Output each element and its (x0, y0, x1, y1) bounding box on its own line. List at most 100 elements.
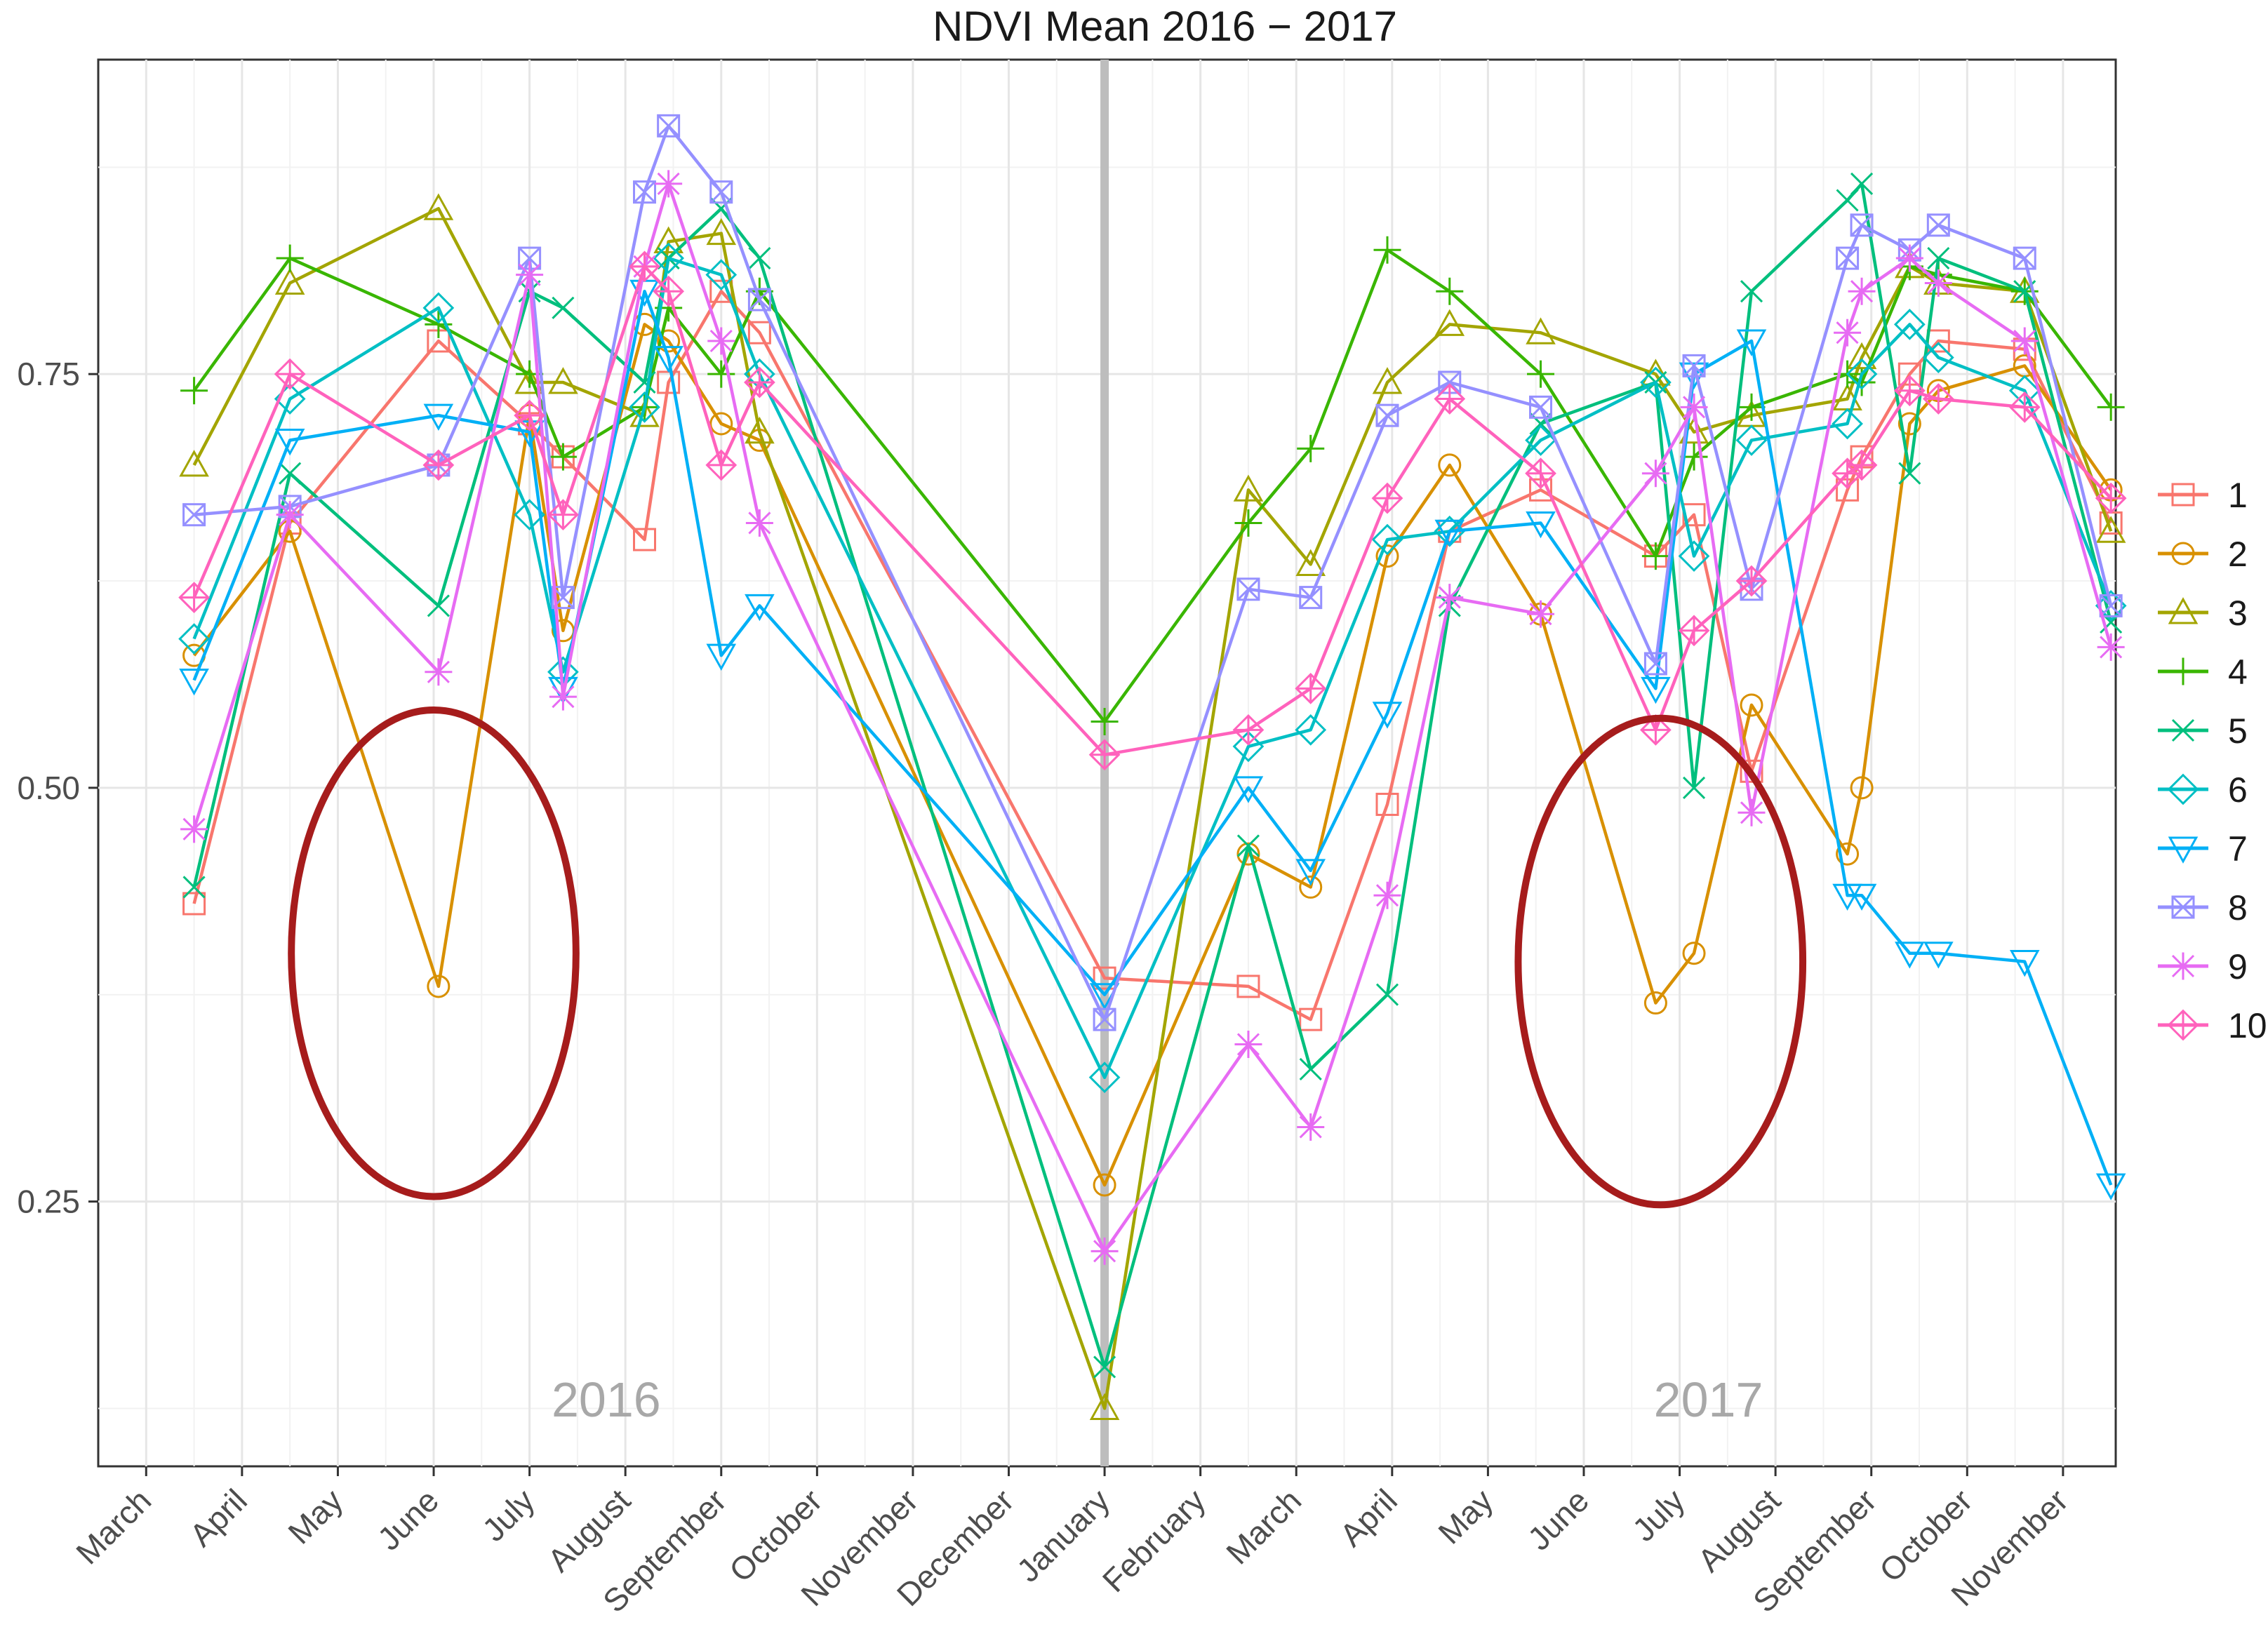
legend-key-point (2167, 1009, 2199, 1041)
series-3-point (745, 416, 775, 444)
legend-label: 3 (2228, 594, 2248, 633)
highlight-circle-1 (288, 706, 580, 1200)
series-8-point (2013, 246, 2036, 270)
series-1-line (192, 289, 2113, 1022)
series-10-point (1434, 383, 1466, 415)
series-3-point (1434, 309, 1465, 336)
series-8-point (1529, 395, 1553, 419)
series-7-point (1295, 859, 1326, 886)
y-tick-label: 0.75 (17, 356, 80, 392)
series-1-point (633, 528, 657, 551)
series-10-point (422, 449, 455, 481)
series-5-point (182, 876, 206, 899)
series-10-point (514, 399, 545, 431)
year-label: 2016 (552, 1372, 661, 1427)
series-4-point (1641, 542, 1669, 570)
series-3-point (1846, 342, 1877, 370)
x-tick-label: March (1219, 1482, 1308, 1571)
series-4-point (1737, 393, 1766, 421)
series-9-point (1737, 798, 1766, 826)
series-6-point (1088, 1062, 1121, 1094)
series-4-point (1297, 434, 1325, 462)
highlight-circles (288, 706, 1807, 1209)
series-5-point (1375, 983, 1399, 1006)
legend-key-point (2169, 952, 2197, 980)
legend-key-point (2171, 895, 2195, 919)
series-5-point (1927, 246, 1950, 270)
x-tick-label: June (371, 1482, 446, 1557)
series-6-point (1640, 366, 1672, 399)
legend-item-6: 6 (2158, 770, 2248, 810)
series-6-point (705, 259, 738, 291)
series-5-point (427, 594, 450, 617)
series-9-point (1090, 1237, 1119, 1265)
series-9-point (1234, 1031, 1262, 1058)
series-8-point (1299, 586, 1323, 610)
series-2-point (427, 975, 451, 998)
series-10-point (1525, 457, 1556, 490)
series-8-point (1836, 246, 1860, 270)
year-labels: 2016 2017 (552, 1372, 1763, 1427)
series-9-point (707, 327, 735, 355)
series-8-point (1375, 403, 1399, 427)
series-2-point (709, 412, 733, 436)
series-5-point (279, 462, 302, 485)
legend-key-point (2168, 836, 2199, 864)
series-9-point (1297, 1113, 1325, 1141)
series-4-point (425, 310, 453, 338)
legend-key-point (2171, 483, 2195, 507)
series-6-point (1295, 714, 1327, 746)
legend-key-point (2171, 718, 2195, 742)
series-7-point (1736, 329, 1767, 356)
legend-label: 10 (2228, 1006, 2267, 1045)
legend-label: 5 (2228, 711, 2248, 751)
series-8-point (1850, 213, 1874, 237)
legend-key-point (2167, 773, 2199, 805)
series-8-line (194, 124, 2113, 1022)
series-7-point (1846, 883, 1877, 911)
series-6-point (1371, 523, 1403, 556)
series-10-point (2008, 391, 2041, 423)
chart-title: NDVI Mean 2016 − 2017 (933, 3, 1397, 50)
series-5-point (1898, 462, 1921, 485)
series-5-point (1740, 280, 1763, 303)
series-6-point (653, 242, 685, 274)
series-10-point (1088, 739, 1121, 771)
series-3-point (179, 450, 209, 477)
x-tick-label: July (1625, 1482, 1692, 1548)
series-3-point (1233, 474, 1264, 502)
series-3-point (514, 367, 545, 394)
series-3-point (1526, 317, 1556, 344)
series-8-point (182, 503, 206, 527)
series-10-line (192, 264, 2112, 756)
series-6-point (629, 391, 660, 423)
legend-key-point (2171, 542, 2195, 565)
series-7-point (2009, 950, 2040, 977)
x-tick-label: June (1521, 1482, 1596, 1557)
series-9-line (192, 182, 2113, 1253)
series-7-point (179, 669, 209, 696)
series-7-point (1832, 883, 1862, 911)
series-9-point (2010, 327, 2039, 355)
legend-item-5: 5 (2158, 711, 2248, 751)
series-10-point (1846, 449, 1878, 481)
series-2-line (192, 323, 2113, 1187)
series-9-point (1680, 393, 1708, 421)
series-5-point (1850, 172, 1874, 195)
series-4-point (276, 244, 304, 272)
y-tick-label: 0.25 (17, 1184, 80, 1220)
legend-label: 8 (2228, 888, 2248, 928)
series-10-point (1678, 615, 1710, 647)
series-2-point (1740, 693, 1763, 717)
legend-item-2: 2 (2158, 535, 2248, 574)
year-label: 2017 (1654, 1372, 1763, 1427)
series-10-point (1371, 482, 1403, 514)
series-9-point (1848, 277, 1876, 305)
series-1-point (1740, 759, 1763, 783)
series-2-point (657, 329, 681, 353)
series-10 (178, 250, 2127, 771)
series-3-point (653, 226, 683, 253)
series-4-point (1373, 236, 1401, 264)
series-6-point (1678, 540, 1710, 572)
series-3-point (1089, 1393, 1120, 1420)
